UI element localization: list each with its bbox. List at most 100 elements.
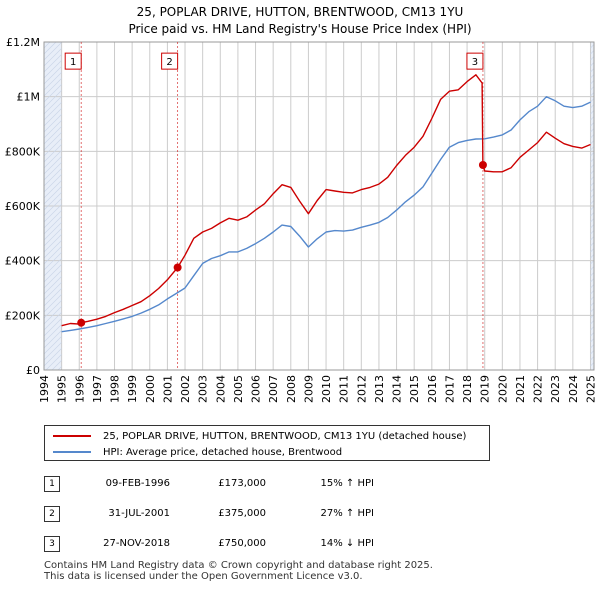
chart-title: 25, POPLAR DRIVE, HUTTON, BRENTWOOD, CM1… [136, 5, 464, 19]
future-hatch [590, 302, 595, 307]
future-hatch [590, 110, 595, 115]
future-hatch [590, 254, 595, 259]
pre-data-hatch [43, 270, 62, 289]
x-tick-label: 2018 [461, 375, 474, 403]
future-hatch [590, 230, 595, 235]
future-hatch [590, 188, 595, 193]
future-hatch [590, 86, 595, 91]
future-hatch [590, 152, 595, 157]
legend-item-hpi: HPI: Average price, detached house, Bren… [53, 445, 342, 459]
future-hatch [590, 356, 595, 361]
x-tick-label: 2005 [232, 375, 245, 403]
future-hatch [590, 272, 595, 277]
sale-label-box [64, 52, 82, 70]
x-tick-label: 2001 [161, 375, 174, 403]
x-tick-label: 2009 [302, 375, 315, 403]
future-hatch [590, 122, 595, 127]
sale-point [478, 161, 487, 169]
plot-frame [43, 41, 595, 371]
x-tick-label: 1996 [73, 375, 86, 403]
y-tick-label: £800K [5, 145, 41, 158]
pre-data-hatch [43, 156, 62, 175]
x-tick-label: 2017 [443, 375, 456, 403]
pre-data-hatch [43, 204, 62, 223]
pre-data-hatch [43, 132, 62, 151]
sale-date: 31-JUL-2001 [108, 508, 170, 519]
x-tick-label: 2011 [338, 375, 351, 403]
chart-subtitle: Price paid vs. HM Land Registry's House … [128, 22, 472, 36]
pre-data-hatch [43, 180, 62, 199]
pre-data-hatch [43, 72, 62, 91]
pre-data-hatch [43, 234, 62, 253]
x-tick-label: 2020 [496, 375, 509, 403]
x-tick-label: 2012 [355, 375, 368, 403]
sale-point [77, 318, 86, 327]
future-hatch [590, 260, 595, 265]
x-tick-label: 2023 [549, 375, 562, 403]
pre-data-hatch [43, 246, 62, 265]
future-hatch [590, 182, 595, 187]
pre-data-hatch [43, 228, 62, 247]
series-line-property [61, 74, 591, 327]
y-tick-label: £400K [5, 255, 41, 268]
future-hatch [590, 236, 595, 241]
future-hatch [590, 344, 595, 349]
x-tick-label: 1999 [126, 375, 139, 403]
pre-data-hatch [43, 84, 62, 103]
pre-data-hatch [43, 258, 62, 277]
table-row: 1 09-FEB-1996 £173,000 15% ↑ HPI [44, 476, 444, 494]
pre-data-hatch [43, 342, 62, 361]
pre-data-hatch [43, 306, 62, 325]
pre-data-hatch [57, 366, 62, 371]
legend: 25, POPLAR DRIVE, HUTTON, BRENTWOOD, CM1… [44, 425, 490, 461]
pre-data-hatch [43, 330, 62, 349]
sale-hpi-diff: 27% ↑ HPI [320, 508, 374, 519]
pre-data-hatch [43, 222, 62, 241]
pre-data-hatch [43, 138, 62, 157]
future-hatch [590, 134, 595, 139]
x-tick-label: 2007 [267, 375, 280, 403]
x-tick-label: 2024 [567, 375, 580, 403]
future-hatch [590, 362, 595, 367]
pre-data-hatch [43, 114, 62, 133]
x-tick-label: 2004 [214, 375, 227, 403]
pre-data-hatch [43, 42, 62, 61]
x-tick-label: 2019 [479, 375, 492, 403]
sale-number-badge: 3 [44, 536, 60, 552]
sale-price: £375,000 [218, 508, 266, 519]
sale-date: 09-FEB-1996 [105, 478, 170, 489]
pre-data-hatch [45, 354, 62, 371]
x-tick-label: 2021 [514, 375, 527, 403]
x-tick-label: 2003 [197, 375, 210, 403]
pre-data-hatch [43, 96, 62, 115]
x-tick-label: 2015 [408, 375, 421, 403]
x-tick-label: 1998 [109, 375, 122, 403]
y-tick-label: £0 [26, 364, 40, 377]
table-row: 3 27-NOV-2018 £750,000 14% ↓ HPI [44, 536, 444, 554]
price-chart: £0 £200K £400K £600K £800K £1M £1.2M 1994 1995 19… [5, 36, 598, 403]
future-hatch [590, 266, 595, 271]
pre-data-hatch [43, 78, 62, 97]
pre-data-hatch [43, 348, 62, 367]
future-hatch [590, 146, 595, 151]
future-hatch [590, 224, 595, 229]
future-hatch [590, 248, 595, 253]
future-hatch [590, 200, 595, 205]
future-hatch [590, 56, 595, 61]
pre-data-hatch [43, 41, 57, 55]
x-tick-label: 2013 [373, 375, 386, 403]
sale-point [173, 263, 182, 272]
x-tick-label: 1995 [56, 375, 69, 403]
future-hatch [590, 92, 595, 97]
future-hatch [590, 326, 595, 331]
pre-data-hatch [43, 162, 62, 181]
sale-label-number: 2 [166, 57, 172, 68]
legend-swatch-blue [53, 451, 91, 453]
legend-swatch-red [53, 435, 91, 437]
y-tick-label: £1M [17, 91, 41, 104]
future-hatch [590, 98, 595, 103]
future-hatch [590, 80, 595, 85]
pre-data-hatch [43, 186, 62, 205]
pre-data-hatch [43, 174, 62, 193]
future-hatch [590, 212, 595, 217]
